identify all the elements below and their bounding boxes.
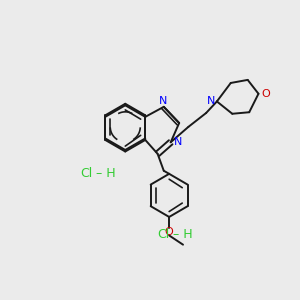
Text: O: O	[262, 89, 271, 99]
Text: N: N	[206, 96, 215, 106]
Text: Cl: Cl	[158, 228, 170, 241]
Text: – H: – H	[96, 167, 116, 180]
Text: Cl: Cl	[81, 167, 93, 180]
Text: N: N	[159, 96, 167, 106]
Text: O: O	[165, 227, 173, 237]
Text: – H: – H	[173, 228, 193, 241]
Text: N: N	[174, 137, 183, 147]
